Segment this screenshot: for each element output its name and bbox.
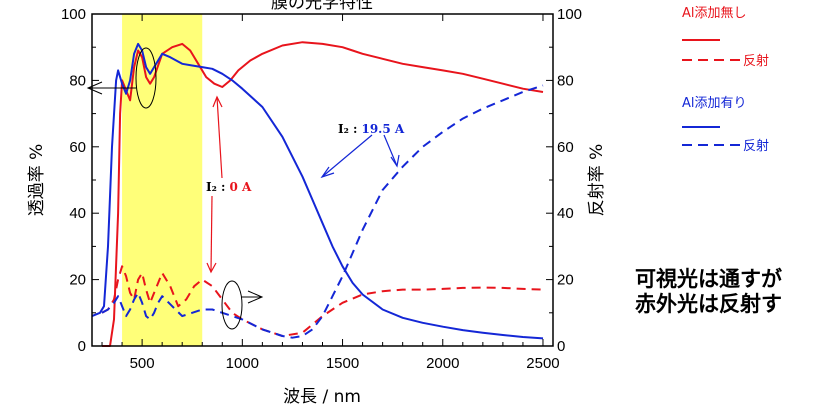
y-tick-label-left: 100 bbox=[61, 6, 86, 23]
blue-annotation-value: 19.5 A bbox=[361, 122, 404, 136]
y-tick-label-left: 0 bbox=[78, 338, 86, 355]
curves-layer bbox=[91, 41, 544, 347]
y-axis-label-right: 反射率 % bbox=[587, 144, 607, 217]
left-ellipse bbox=[135, 47, 157, 109]
annotation-shapes bbox=[86, 47, 264, 330]
y-axis-label-left: 透過率 % bbox=[27, 144, 47, 217]
y-tick-label-left: 20 bbox=[69, 272, 86, 289]
y-tick-label-left: 80 bbox=[69, 72, 86, 89]
x-tick-label: 1500 bbox=[326, 355, 359, 372]
y-tick-label-right: 80 bbox=[557, 72, 574, 89]
red-annotation: I₂ : 0 A bbox=[206, 180, 252, 194]
x-tick-label: 2500 bbox=[526, 355, 559, 372]
legend-title-al: Al添加有り bbox=[682, 96, 747, 111]
red-annotation-name: I₂ : bbox=[206, 180, 225, 194]
red-annotation-value: 0 A bbox=[229, 180, 252, 194]
series-line-0-transmittance bbox=[102, 41, 544, 347]
legend-label-refl-no-al: 反射 bbox=[743, 53, 769, 69]
red-arrow-refl bbox=[210, 195, 213, 273]
x-axis-label: 波長 / nm bbox=[283, 387, 361, 407]
series-line-2-transmittance bbox=[91, 42, 544, 340]
x-tick-label: 1000 bbox=[226, 355, 259, 372]
side-note-line2: 赤外光は反射す bbox=[635, 292, 782, 316]
right-ellipse bbox=[221, 280, 243, 330]
right-arrowhead bbox=[247, 290, 264, 304]
side-note-line1: 可視光は通すが bbox=[635, 267, 782, 291]
legend-label-refl-al: 反射 bbox=[743, 138, 769, 154]
blue-arrowhead-refl bbox=[390, 154, 400, 168]
x-tick-label: 500 bbox=[130, 355, 155, 372]
y-tick-label-right: 40 bbox=[557, 205, 574, 222]
red-arrowhead-trans bbox=[212, 95, 223, 108]
blue-annotation-name: I₂ : bbox=[338, 122, 357, 136]
legend: Al添加無し 反射 Al添加有り 反射 bbox=[682, 6, 769, 154]
y-tick-label-left: 40 bbox=[69, 205, 86, 222]
y-tick-label-left: 60 bbox=[69, 139, 86, 156]
red-arrowhead-refl bbox=[206, 262, 217, 274]
series-line-1-reflectance bbox=[101, 265, 544, 337]
y-tick-label-right: 20 bbox=[557, 272, 574, 289]
blue-arrow-trans bbox=[321, 134, 373, 178]
red-arrow-trans bbox=[216, 96, 223, 179]
blue-annotation: I₂ : 19.5 A bbox=[338, 122, 405, 136]
left-arrowhead bbox=[86, 81, 103, 95]
x-tick-label: 2000 bbox=[426, 355, 459, 372]
legend-title-no-al: Al添加無し bbox=[682, 6, 747, 21]
y-tick-label-right: 0 bbox=[557, 338, 565, 355]
blue-label-arrows bbox=[320, 134, 400, 179]
series-line-3-reflectance bbox=[101, 84, 544, 339]
red-label-arrows bbox=[206, 95, 223, 274]
blue-arrow-refl bbox=[383, 134, 398, 167]
blue-arrowhead-trans bbox=[320, 166, 335, 179]
y-tick-label-right: 60 bbox=[557, 139, 574, 156]
y-tick-label-right: 100 bbox=[557, 6, 582, 23]
chart-title: 膜の光学特性 bbox=[271, 0, 373, 13]
